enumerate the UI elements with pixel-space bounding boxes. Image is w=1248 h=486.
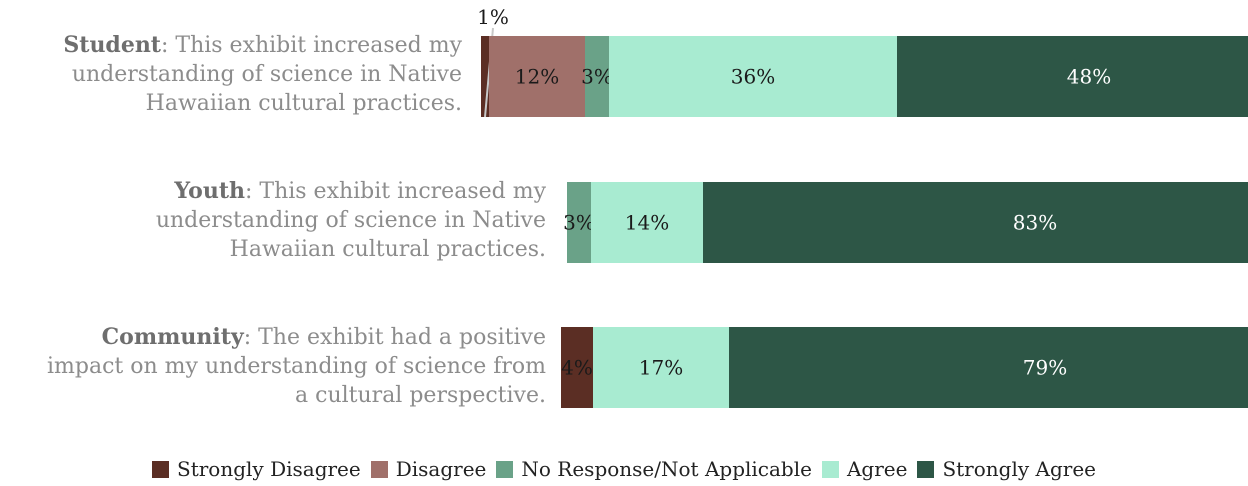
legend-item-strongly-disagree: Strongly Disagree (152, 457, 361, 481)
legend-label: Disagree (395, 457, 487, 481)
category-label-community: Community: The exhibit had a positive im… (47, 324, 546, 408)
legend-swatch (152, 460, 169, 478)
bar-segment (585, 36, 609, 117)
data-label: 3% (581, 65, 613, 89)
data-label: 1% (477, 5, 509, 29)
legend-label: Strongly Disagree (177, 457, 361, 481)
bar-segment (609, 36, 897, 117)
bar-segment (489, 36, 585, 117)
legend-label: Agree (846, 457, 908, 481)
bar-segment (567, 182, 591, 263)
legend-label: No Response/Not Applicable (521, 457, 812, 481)
legend-item-strongly-agree: Strongly Agree (917, 457, 1096, 481)
category-label-youth: Youth: This exhibit increased my underst… (155, 178, 546, 262)
legend-item-disagree: Disagree (370, 457, 487, 481)
data-label: 83% (1013, 211, 1057, 235)
legend-label: Strongly Agree (942, 457, 1096, 481)
legend-swatch (917, 460, 935, 478)
legend-item-no-response: No Response/Not Applicable (496, 457, 812, 481)
bar-segment (703, 182, 1248, 263)
bar-segment (897, 36, 1248, 117)
bar-segment (561, 327, 593, 408)
legend-swatch (821, 460, 839, 478)
bar-segment (729, 327, 1248, 408)
data-label: 48% (1067, 65, 1111, 89)
legend: Strongly Disagree Disagree No Response/N… (0, 457, 1248, 481)
bar-segment (591, 182, 703, 263)
data-label: 12% (515, 65, 559, 89)
data-label: 36% (731, 65, 775, 89)
legend-swatch (496, 460, 514, 478)
data-label: 79% (1023, 356, 1067, 380)
legend-swatch (370, 460, 388, 478)
legend-item-agree: Agree (821, 457, 908, 481)
stacked-bar-chart: 1% 12% 3% 36% 48% 3% 14% 83% 4% 17% 79% (477, 5, 1248, 408)
data-label: 4% (561, 356, 593, 380)
bar-segment (481, 36, 489, 117)
data-label: 17% (639, 356, 683, 380)
data-label: 3% (563, 211, 595, 235)
data-label: 14% (625, 211, 669, 235)
bar-segment (593, 327, 729, 408)
category-label-student: Student: This exhibit increased my under… (63, 32, 462, 116)
